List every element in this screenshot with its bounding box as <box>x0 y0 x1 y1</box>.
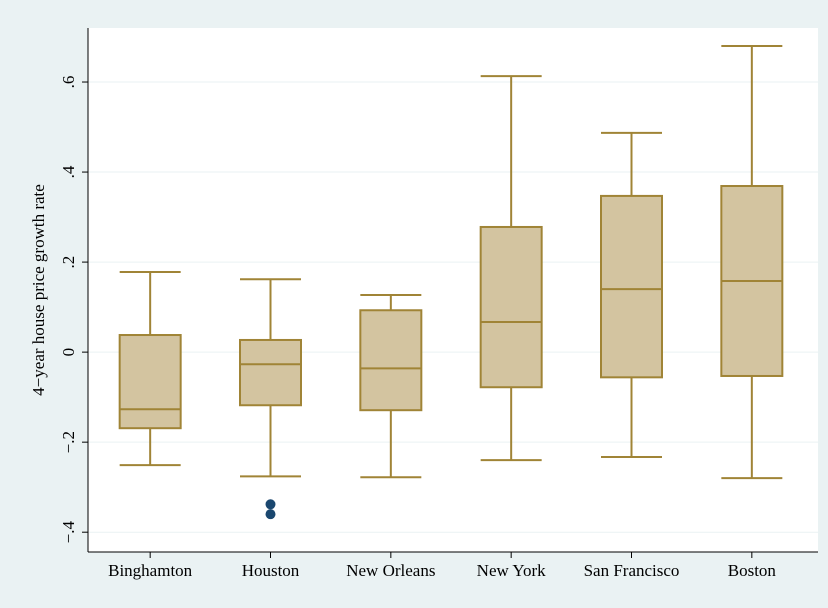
y-tick-label: −.2 <box>59 431 78 453</box>
y-tick-label: .6 <box>59 76 78 89</box>
outlier <box>265 509 276 520</box>
box <box>600 194 663 379</box>
box <box>118 334 182 430</box>
plot-area <box>88 28 818 552</box>
box <box>479 225 543 389</box>
y-axis-label: 4−year house price growth rate <box>29 184 48 396</box>
y-tick-label: .2 <box>59 256 78 269</box>
y-tick-label: −.4 <box>59 521 78 544</box>
box <box>239 338 302 407</box>
x-tick-label: New York <box>477 561 546 580</box>
y-tick-label: 0 <box>59 348 78 357</box>
x-tick-label: San Francisco <box>584 561 680 580</box>
x-tick-label: Houston <box>242 561 300 580</box>
x-tick-label: New Orleans <box>346 561 435 580</box>
y-tick-label: .4 <box>59 165 78 178</box>
box <box>359 309 423 412</box>
x-tick-label: Boston <box>728 561 777 580</box>
outlier <box>265 499 276 510</box>
x-tick-label: Binghamton <box>108 561 193 580</box>
